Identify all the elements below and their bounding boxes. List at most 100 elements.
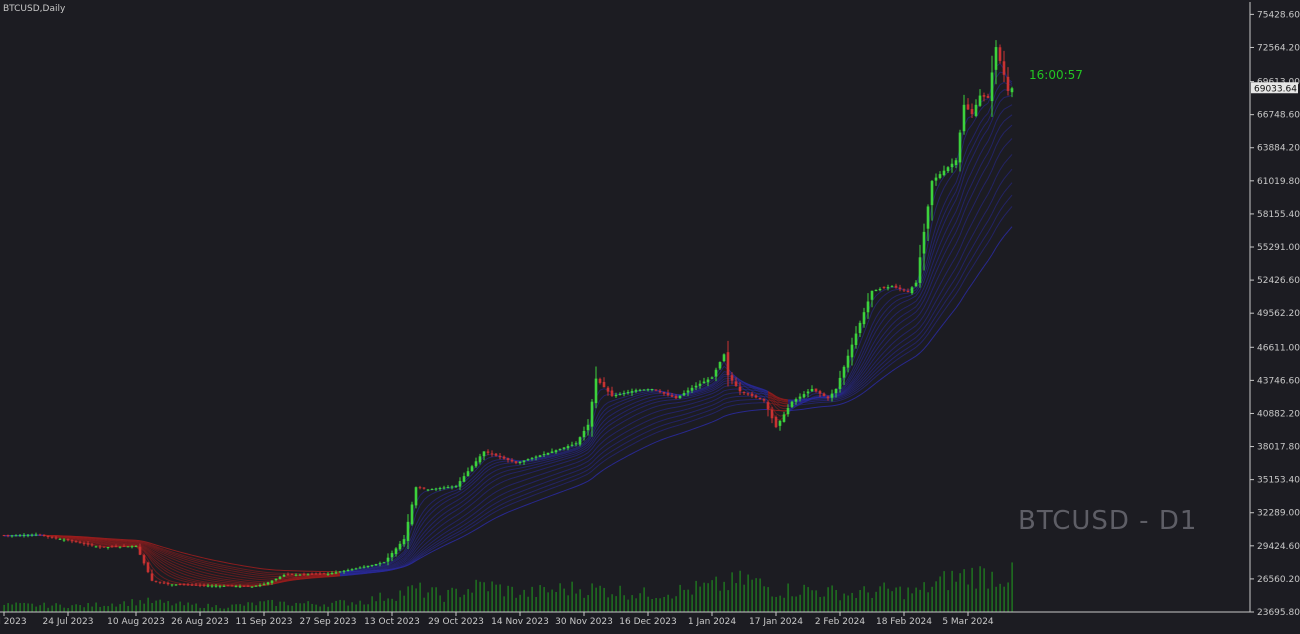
ema-ribbon-line bbox=[212, 565, 216, 566]
ema-ribbon-line bbox=[968, 158, 972, 166]
volume-bar bbox=[472, 593, 473, 612]
candle bbox=[679, 395, 682, 398]
ema-ribbon-line bbox=[496, 509, 500, 511]
ema-ribbon-line bbox=[168, 580, 172, 581]
ema-ribbon-line bbox=[232, 567, 236, 568]
ema-ribbon-line bbox=[836, 400, 840, 401]
ema-ribbon-line bbox=[624, 410, 628, 412]
volume-bar bbox=[164, 603, 165, 612]
ema-ribbon-line bbox=[436, 511, 440, 514]
ema-ribbon-line bbox=[724, 381, 728, 382]
ema-ribbon-line bbox=[920, 349, 924, 353]
ema-ribbon-line bbox=[808, 403, 812, 404]
ema-ribbon-line bbox=[976, 192, 980, 200]
ema-ribbon-line bbox=[904, 361, 908, 363]
ema-ribbon-line bbox=[216, 561, 220, 562]
ema-ribbon-line bbox=[288, 575, 292, 576]
ema-ribbon-line bbox=[836, 404, 840, 405]
ema-ribbon-line bbox=[876, 325, 880, 331]
ema-ribbon-line bbox=[632, 437, 636, 439]
volume-bar bbox=[580, 589, 581, 612]
candle-body bbox=[811, 389, 814, 391]
ema-ribbon-line bbox=[684, 405, 688, 406]
ema-ribbon-line bbox=[644, 415, 648, 417]
candle-body bbox=[651, 389, 654, 390]
ema-ribbon-line bbox=[700, 400, 704, 401]
ema-ribbon-line bbox=[720, 387, 724, 390]
ema-ribbon-line bbox=[776, 414, 780, 416]
ema-ribbon-line bbox=[196, 559, 200, 560]
ema-ribbon-line bbox=[520, 495, 524, 497]
ema-ribbon-line bbox=[988, 236, 992, 243]
volume-bar bbox=[388, 598, 389, 612]
ema-ribbon-line bbox=[948, 300, 952, 306]
volume-bar bbox=[92, 607, 93, 612]
ema-ribbon-line bbox=[568, 453, 572, 454]
ema-ribbon-line bbox=[188, 557, 192, 558]
ema-ribbon-line bbox=[464, 513, 468, 516]
volume-bar bbox=[292, 606, 293, 612]
ema-ribbon-line bbox=[216, 580, 220, 581]
ema-ribbon-line bbox=[608, 435, 612, 438]
ema-ribbon-line bbox=[604, 431, 608, 434]
ema-ribbon-line bbox=[700, 408, 704, 409]
ema-ribbon-line bbox=[988, 214, 992, 221]
price-tick-label: 55291.00 bbox=[1257, 243, 1300, 253]
ema-ribbon-line bbox=[180, 583, 184, 584]
ema-ribbon-line bbox=[916, 334, 920, 338]
candle bbox=[923, 224, 926, 271]
ema-ribbon-line bbox=[216, 568, 220, 569]
ema-ribbon-line bbox=[928, 316, 932, 323]
price-tick-label: 38017.80 bbox=[1257, 443, 1300, 453]
ema-ribbon-line bbox=[628, 412, 632, 414]
ema-ribbon-line bbox=[220, 573, 224, 574]
ema-ribbon-line bbox=[568, 481, 572, 482]
volume-bar bbox=[172, 605, 173, 612]
candle-body bbox=[459, 481, 462, 487]
ema-ribbon-line bbox=[860, 392, 864, 395]
ema-ribbon-line bbox=[616, 451, 620, 453]
ema-ribbon-line bbox=[652, 396, 656, 397]
time-tick-label: 10 Aug 2023 bbox=[107, 617, 165, 627]
candle-body bbox=[243, 586, 246, 587]
candle bbox=[539, 455, 542, 457]
candle-body bbox=[899, 288, 902, 290]
candle bbox=[423, 487, 426, 489]
ema-ribbon-line bbox=[200, 581, 204, 582]
volume-bar bbox=[344, 600, 345, 612]
ema-ribbon-line bbox=[500, 507, 504, 509]
ema-ribbon-line bbox=[1008, 183, 1012, 188]
ema-ribbon-line bbox=[176, 551, 180, 552]
ema-ribbon-line bbox=[1000, 147, 1004, 153]
ema-ribbon-line bbox=[492, 460, 496, 461]
ema-ribbon-line bbox=[180, 558, 184, 559]
ema-ribbon-line bbox=[640, 394, 644, 395]
ema-ribbon-line bbox=[588, 471, 592, 474]
ema-ribbon-line bbox=[580, 452, 584, 454]
ema-ribbon-line bbox=[204, 565, 208, 566]
ema-ribbon-line bbox=[880, 306, 884, 311]
ema-ribbon-line bbox=[228, 568, 232, 569]
candle-body bbox=[539, 455, 542, 457]
ema-ribbon-line bbox=[508, 466, 512, 467]
candle-body bbox=[987, 96, 990, 98]
ema-ribbon-line bbox=[1004, 174, 1008, 179]
ema-ribbon-line bbox=[216, 578, 220, 579]
candle-body bbox=[7, 535, 10, 536]
ema-ribbon-line bbox=[884, 341, 888, 346]
ema-ribbon-line bbox=[984, 221, 988, 227]
ema-ribbon-line bbox=[564, 461, 568, 462]
ema-ribbon-line bbox=[168, 557, 172, 559]
candle-body bbox=[859, 323, 862, 333]
candle bbox=[879, 287, 882, 291]
ema-ribbon-line bbox=[972, 118, 976, 125]
candle-body bbox=[667, 393, 670, 395]
volume-bar bbox=[372, 596, 373, 612]
ema-ribbon-line bbox=[984, 99, 988, 100]
time-tick-label: 13 Oct 2023 bbox=[364, 617, 420, 627]
ema-ribbon-line bbox=[748, 387, 752, 388]
candle-body bbox=[91, 544, 94, 545]
ema-ribbon-line bbox=[612, 400, 616, 401]
ema-ribbon-line bbox=[556, 485, 560, 486]
